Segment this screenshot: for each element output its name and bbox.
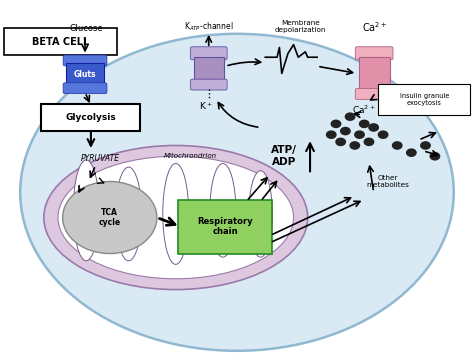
Text: Glucose: Glucose: [69, 24, 103, 33]
Ellipse shape: [44, 146, 308, 290]
Text: Gluts: Gluts: [74, 70, 96, 79]
Text: ATP/
ADP: ATP/ ADP: [271, 146, 297, 167]
Circle shape: [327, 131, 336, 138]
Text: Membrane
depolarization: Membrane depolarization: [275, 20, 326, 33]
Circle shape: [407, 149, 416, 156]
Text: K$^+$: K$^+$: [200, 100, 213, 112]
Text: TCA
cycle: TCA cycle: [99, 208, 121, 227]
FancyBboxPatch shape: [41, 104, 140, 131]
Circle shape: [336, 138, 346, 146]
FancyBboxPatch shape: [66, 63, 104, 87]
Ellipse shape: [249, 171, 273, 257]
Text: Ca$^{2+}$: Ca$^{2+}$: [362, 20, 387, 33]
Text: BETA CELL: BETA CELL: [32, 37, 89, 47]
FancyBboxPatch shape: [191, 47, 227, 60]
Circle shape: [331, 120, 341, 127]
Circle shape: [364, 138, 374, 146]
Ellipse shape: [58, 156, 293, 279]
Circle shape: [392, 142, 402, 149]
Circle shape: [355, 131, 364, 138]
FancyBboxPatch shape: [356, 89, 393, 99]
FancyBboxPatch shape: [178, 200, 273, 253]
Circle shape: [378, 131, 388, 138]
Text: Insulin granule
exocytosis: Insulin granule exocytosis: [400, 93, 449, 106]
Text: Glycolysis: Glycolysis: [65, 113, 116, 122]
Ellipse shape: [73, 160, 99, 261]
Text: Respiratory
chain: Respiratory chain: [197, 217, 253, 236]
FancyBboxPatch shape: [378, 84, 470, 115]
FancyBboxPatch shape: [358, 57, 390, 92]
Text: K$_{ATP}$-channel: K$_{ATP}$-channel: [184, 20, 234, 33]
Ellipse shape: [163, 163, 189, 264]
Circle shape: [346, 113, 355, 120]
Circle shape: [350, 142, 359, 149]
FancyBboxPatch shape: [63, 55, 107, 66]
Text: PYRUVATE: PYRUVATE: [81, 154, 120, 163]
Ellipse shape: [116, 167, 142, 261]
FancyBboxPatch shape: [194, 57, 224, 83]
Circle shape: [421, 142, 430, 149]
Circle shape: [369, 124, 378, 131]
Text: Ca$^{2+}$: Ca$^{2+}$: [352, 103, 376, 116]
FancyBboxPatch shape: [63, 83, 107, 94]
Ellipse shape: [210, 163, 236, 257]
Text: Mitochrondrion: Mitochrondrion: [164, 153, 217, 159]
FancyBboxPatch shape: [356, 47, 393, 60]
FancyBboxPatch shape: [4, 28, 117, 56]
Circle shape: [341, 127, 350, 135]
Circle shape: [359, 120, 369, 127]
FancyBboxPatch shape: [191, 79, 227, 90]
Text: Other
metabolites: Other metabolites: [366, 175, 409, 188]
Ellipse shape: [63, 182, 157, 253]
Circle shape: [430, 153, 439, 160]
Ellipse shape: [20, 34, 454, 351]
